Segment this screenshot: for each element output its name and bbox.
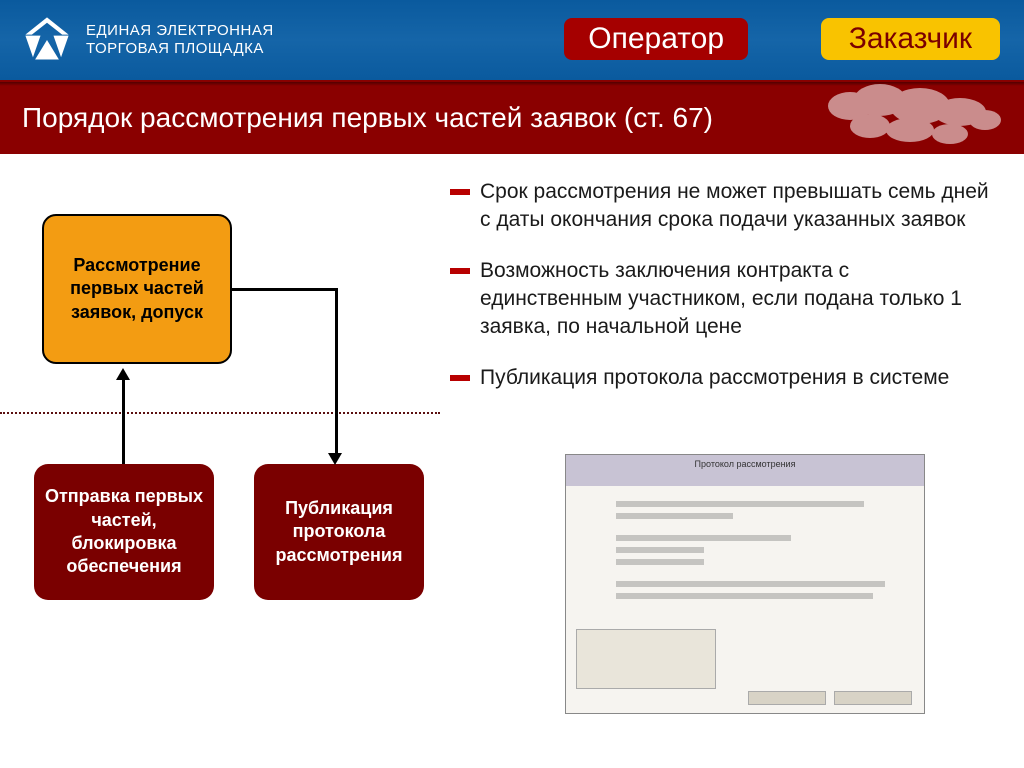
placeholder-btn [834,691,912,705]
flow-node-send: Отправка первых частей, блокировка обесп… [34,464,214,600]
title-band: Порядок рассмотрения первых частей заяво… [0,82,1024,154]
brand-text: ЕДИНАЯ ЭЛЕКТРОННАЯ ТОРГОВАЯ ПЛОЩАДКА [86,22,274,58]
bullet-text: Публикация протокола рассмотрения в сист… [480,366,949,389]
page-title: Порядок рассмотрения первых частей заяво… [22,102,713,134]
edge-review-publish-head [328,453,342,465]
placeholder-side-panel [576,629,716,689]
brand-line2: ТОРГОВАЯ ПЛОЩАДКА [86,40,274,58]
edge-review-publish-v [335,288,338,454]
brand-logo-icon [20,13,74,67]
brand-block: ЕДИНАЯ ЭЛЕКТРОННАЯ ТОРГОВАЯ ПЛОЩАДКА [20,13,274,67]
flow-node-review: Рассмотрение первых частей заявок, допус… [42,214,232,364]
content-area: Рассмотрение первых частей заявок, допус… [0,154,1024,768]
map-decoration-icon [810,76,1010,156]
flow-node-label: Публикация протокола рассмотрения [264,497,414,567]
dashed-divider [0,412,440,414]
flow-node-label: Рассмотрение первых частей заявок, допус… [54,254,220,324]
edge-send-review-head [116,368,130,380]
protocol-screenshot-placeholder: Протокол рассмотрения [565,454,925,714]
placeholder-buttons [748,691,912,705]
placeholder-text-lines [616,501,908,605]
placeholder-title: Протокол рассмотрения [695,459,796,469]
bullet-item: Срок рассмотрения не может превышать сем… [450,178,994,235]
bullet-item: Возможность заключения контракта с единс… [450,257,994,342]
role-badge-customer: Заказчик [821,18,1000,60]
brand-line1: ЕДИНАЯ ЭЛЕКТРОННАЯ [86,22,274,40]
edge-send-review [122,378,125,464]
flow-node-label: Отправка первых частей, блокировка обесп… [44,485,204,579]
bullet-list: Срок рассмотрения не может превышать сем… [450,178,994,414]
header-bar: ЕДИНАЯ ЭЛЕКТРОННАЯ ТОРГОВАЯ ПЛОЩАДКА Опе… [0,0,1024,82]
role-badge-operator: Оператор [564,18,748,60]
flow-node-publish: Публикация протокола рассмотрения [254,464,424,600]
edge-review-publish-h [232,288,338,291]
bullet-text: Срок рассмотрения не может превышать сем… [480,180,989,231]
bullet-text: Возможность заключения контракта с единс… [480,259,962,339]
placeholder-btn [748,691,826,705]
bullet-item: Публикация протокола рассмотрения в сист… [450,364,994,392]
